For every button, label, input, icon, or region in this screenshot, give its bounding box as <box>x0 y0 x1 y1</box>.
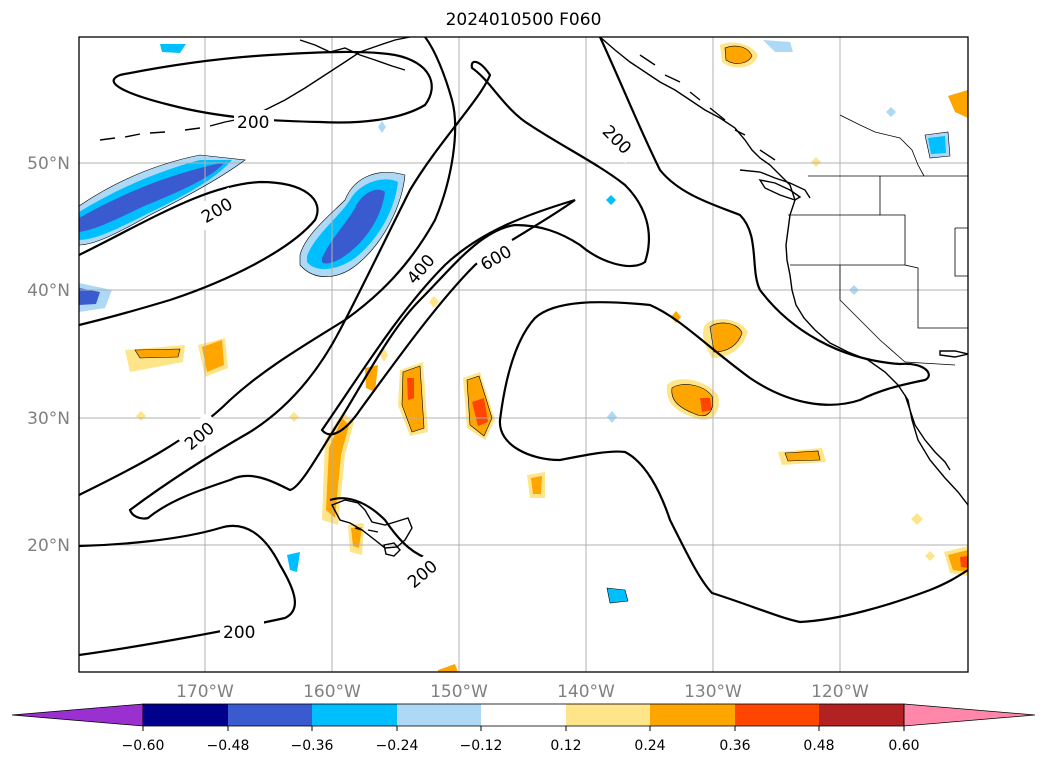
lon-label: 170°W <box>176 682 234 702</box>
colorbar-tick: 0.36 <box>719 738 750 754</box>
pos-blob <box>960 556 968 568</box>
neg-blob <box>763 40 793 52</box>
colorbar-segment <box>312 704 397 726</box>
contour-200-east <box>498 37 968 624</box>
contour-200-north <box>112 50 433 124</box>
pos-blob <box>710 322 742 352</box>
speck <box>925 551 935 561</box>
contour-200-south <box>79 524 296 657</box>
borders <box>788 114 968 366</box>
neg-blob <box>160 44 186 53</box>
map-frame <box>78 36 969 673</box>
contour-label: 200 <box>237 113 269 133</box>
colorbar-tick: −0.60 <box>122 738 165 754</box>
contour-200-main <box>79 37 457 496</box>
pos-blob <box>725 46 752 64</box>
lon-label: 160°W <box>303 682 361 702</box>
colorbar-tick: −0.36 <box>291 738 334 754</box>
field-outlines <box>79 45 951 604</box>
lat-label: 30°N <box>27 409 70 429</box>
colorbar-segment <box>143 704 228 726</box>
pos-blob <box>700 398 712 412</box>
pos-blob <box>472 398 488 426</box>
pos-blob <box>785 451 820 461</box>
contour-200-nw <box>79 180 319 327</box>
neg-blob <box>607 588 628 603</box>
lon-label: 130°W <box>684 682 742 702</box>
colorbar-tick: 0.24 <box>634 738 665 754</box>
speck <box>289 412 299 422</box>
speck <box>886 107 896 117</box>
speck <box>607 411 617 423</box>
speck <box>911 513 923 525</box>
neg-blob <box>322 189 385 264</box>
colorbar-tick: 0.48 <box>803 738 834 754</box>
colorbar-segment <box>481 704 566 726</box>
colorbar-tick: −0.48 <box>207 738 250 754</box>
colorbar-extend-max <box>903 703 1036 727</box>
speck <box>429 296 439 308</box>
contour-label: 200 <box>223 623 255 643</box>
colorbar-tick: 0.12 <box>550 738 581 754</box>
contour-400 <box>128 60 650 520</box>
colorbar-segment <box>566 704 650 726</box>
pos-blob <box>135 349 180 358</box>
pos-blob <box>948 90 968 118</box>
speck <box>378 121 386 133</box>
speck <box>671 311 681 323</box>
neg-blob <box>928 136 946 154</box>
pos-blob <box>438 664 458 672</box>
colorbar: −0.60 −0.48 −0.36 −0.24 −0.12 0.12 0.24 … <box>11 703 1036 754</box>
lat-label: 50°N <box>27 154 70 174</box>
neg-blob <box>79 288 100 305</box>
colorbar-tick: −0.12 <box>460 738 503 754</box>
colorbar-tick: −0.24 <box>376 738 419 754</box>
colorbar-segment <box>397 704 481 726</box>
lon-label: 150°W <box>430 682 488 702</box>
pos-blob <box>202 340 224 372</box>
pos-blob <box>351 527 362 548</box>
lon-label: 140°W <box>557 682 615 702</box>
shaded-field <box>79 40 968 672</box>
graticule <box>79 37 968 672</box>
map-title: 2024010500 F060 <box>445 10 602 30</box>
pos-blob <box>531 476 542 494</box>
colorbar-segment <box>819 704 904 726</box>
speck <box>136 411 146 421</box>
speck <box>606 195 616 205</box>
colorbar-segment <box>228 704 312 726</box>
colorbar-segment <box>735 704 819 726</box>
colorbar-extend-min <box>11 703 144 727</box>
pos-blob <box>407 378 414 400</box>
contour-200-hawaii <box>329 497 433 562</box>
colorbar-tick: 0.60 <box>888 738 919 754</box>
lat-label: 40°N <box>27 281 70 301</box>
speck <box>811 157 821 167</box>
lon-label: 120°W <box>811 682 869 702</box>
neg-blob <box>79 162 225 232</box>
colorbar-segment <box>650 704 735 726</box>
neg-blob <box>287 552 300 572</box>
lat-label: 20°N <box>27 536 70 556</box>
contour-600 <box>320 198 576 436</box>
